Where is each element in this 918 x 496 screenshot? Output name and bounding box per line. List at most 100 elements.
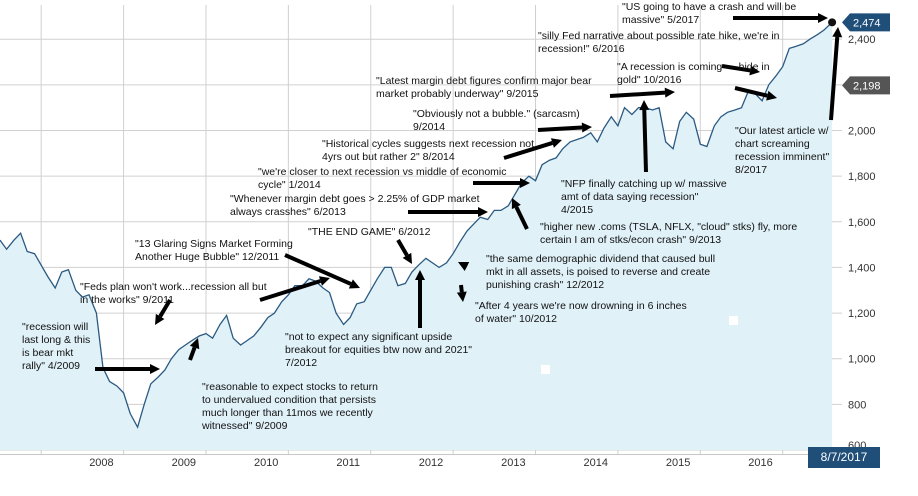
arrow-head [318, 276, 330, 286]
annotation-line: "13 Glaring Signs Market Forming [135, 238, 293, 250]
annotation-text: "reasonable to expect stocks to return to… [201, 381, 378, 432]
annotation-line: "After 4 years we're now drowning in 6 i… [475, 300, 687, 312]
annotation-arrow [188, 346, 197, 361]
annotation-line: gold" 10/2016 [617, 74, 682, 86]
annotation-arrow [829, 36, 840, 121]
arrow-head [766, 90, 777, 101]
callout-tag [842, 76, 890, 95]
arrow-head [402, 252, 412, 264]
annotation-line: "silly Fed narrative about possible rate… [538, 30, 780, 42]
annotation-text: "After 4 years we're now drowning in 6 i… [475, 300, 687, 325]
y-tick-label: 1,600 [848, 217, 876, 229]
annotation-arrow [537, 125, 583, 132]
y-tick-label: 800 [848, 399, 866, 411]
annotation-arrow [396, 238, 409, 257]
arrow-head [456, 291, 467, 302]
x-tick-label: 2015 [666, 457, 690, 469]
annotation-line: "Latest margin debt figures confirm majo… [376, 75, 592, 87]
y-tick-label: 1,800 [848, 171, 876, 183]
value-callout: 2,474 [842, 13, 890, 32]
y-tick-label: 1,400 [848, 262, 876, 274]
annotation-arrow [609, 90, 666, 98]
x-axis-line [0, 454, 846, 455]
annotation-line: "THE END GAME" 6/2012 [308, 226, 431, 238]
x-tick-label: 2011 [336, 457, 360, 469]
x-tick-label: 2009 [172, 457, 196, 469]
annotation-line: "Our latest article w/ [735, 125, 829, 137]
annotation-text: "Our latest article w/chart screaming rec… [735, 125, 829, 176]
annotation-line: 7/2012 [285, 357, 317, 369]
callout-label: 2,198 [853, 80, 881, 92]
annotation-arrows [95, 13, 843, 374]
date-badge: 8/7/2017 [808, 447, 880, 468]
annotation-text: "recession will last long & this is bear m… [22, 321, 90, 372]
annotation-line: "reasonable to expect stocks to return [202, 381, 378, 393]
annotation-arrow [459, 284, 464, 293]
annotation-text: "NFP finally catching up w/ massive amt o… [561, 178, 727, 216]
marker-square [729, 316, 738, 325]
annotation-line: mkt in all assets, is poised to reverse … [486, 266, 710, 278]
annotation-line: breakout for equities btw now and 2021" [285, 344, 472, 356]
annotation-line: recession imminent" [735, 151, 829, 163]
annotation-line: "the same demographic dividend that caus… [486, 253, 715, 265]
annotation-line: last long & this [22, 334, 90, 346]
y-tick-label: 1,000 [848, 354, 876, 366]
x-tick-label: 2012 [419, 457, 443, 469]
annotation-line: witnessed" 9/2009 [201, 420, 288, 432]
annotation-text: "not to expect any significant upside bre… [285, 331, 472, 369]
arrow-head [155, 313, 165, 325]
annotation-line: "not to expect any significant upside [285, 331, 452, 343]
last-price-dot [828, 18, 837, 27]
annotation-arrow [642, 109, 648, 173]
annotation-line: in the works" 9/2011 [80, 294, 174, 306]
annotation-line: "recession will [22, 321, 88, 333]
arrow-head [581, 122, 592, 133]
annotation-arrow [284, 253, 352, 286]
arrow-head [550, 138, 562, 148]
annotation-line: cycle" 1/2014 [258, 179, 321, 191]
annotation-arrow [259, 279, 322, 302]
annotation-arrow [158, 298, 172, 318]
annotation-text: "Feds plan won't work...recession all bu… [80, 281, 267, 306]
annotation-arrow [503, 141, 554, 160]
annotation-line: "US going to have a crash and will be [622, 1, 796, 13]
x-axis: 20082009201020112012201320142015201620 [89, 457, 843, 469]
annotation-arrow [721, 64, 751, 73]
marker-square [541, 365, 550, 374]
annotation-line: much longer than 11mos we recently [202, 407, 374, 419]
price-callouts: 2,474 2,198 [842, 13, 890, 95]
annotation-line: market probably underway" 9/2015 [376, 88, 539, 100]
annotation-text: "silly Fed narrative about possible rate… [538, 30, 780, 55]
annotation-line: "higher new .coms (TSLA, NFLX, "cloud" s… [540, 221, 797, 233]
annotation-text: "US going to have a crash and will be mas… [622, 1, 796, 26]
annotation-text: "13 Glaring Signs Market Forming Another … [135, 238, 293, 263]
annotation-line: "Historical cycles suggests next recessi… [322, 138, 534, 150]
annotation-line: chart screaming [735, 138, 810, 150]
annotations: "recession will last long & this is bear m… [22, 1, 829, 432]
x-tick-label: 2014 [584, 457, 608, 469]
arrow-head [348, 279, 360, 289]
annotation-line: "NFP finally catching up w/ massive [561, 178, 727, 190]
annotation-line: 9/2014 [413, 121, 445, 133]
arrow-head [150, 364, 160, 374]
annotation-text: "Whenever margin debt goes > 2.25% of GD… [230, 193, 480, 218]
arrow-head [478, 207, 488, 217]
annotation-line: "A recession is coming — hide in [617, 61, 770, 73]
annotation-line: Another Huge Bubble" 12/2011 [135, 251, 279, 263]
x-tick-label: 2010 [254, 457, 278, 469]
arrow-head [511, 198, 521, 210]
arrow-head [832, 27, 843, 38]
arrow-head [458, 262, 470, 271]
annotation-arrow [514, 206, 529, 230]
y-tick-label: 2,400 [848, 34, 876, 46]
annotation-text: "THE END GAME" 6/2012 [308, 226, 431, 238]
annotation-text: "Obviously not a bubble." (sarcasm) 9/201… [413, 108, 580, 133]
value-callout: 2,198 [842, 76, 890, 95]
y-axis: 6008001,0001,2001,4001,6001,8002,0002,20… [848, 34, 876, 452]
y-tick-label: 1,200 [848, 308, 876, 320]
annotation-text: "Historical cycles suggests next recessi… [322, 138, 534, 163]
annotation-line: "Obviously not a bubble." (sarcasm) [413, 108, 580, 120]
annotation-line: always crasshes" 6/2013 [230, 206, 346, 218]
